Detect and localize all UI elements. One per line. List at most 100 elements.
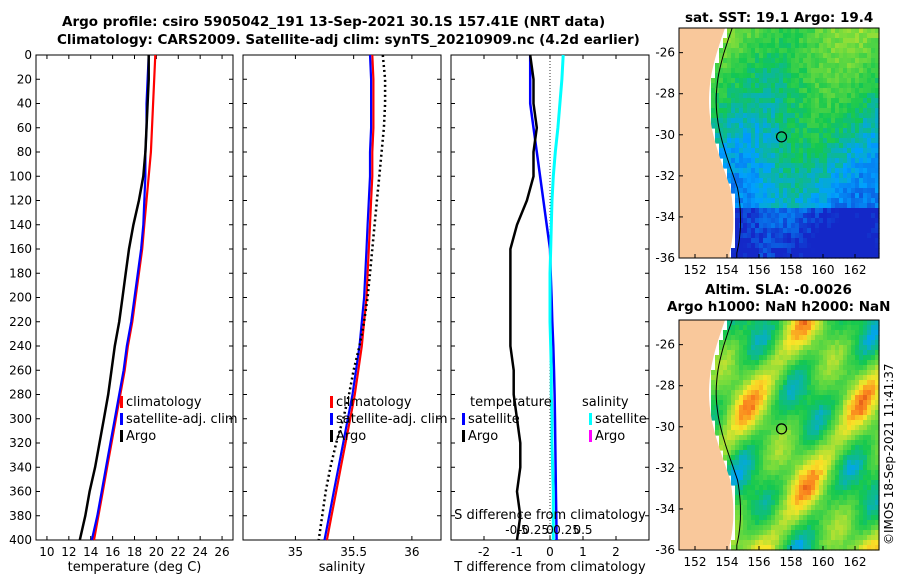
- sla_map-cell: [823, 340, 828, 346]
- difference-xlabel: T difference from climatology: [453, 560, 646, 575]
- sst_map-cell: [739, 73, 744, 79]
- sst_map-cell: [763, 103, 768, 109]
- sst_map-cell: [739, 208, 744, 214]
- sst_map-cell: [787, 208, 792, 214]
- temperature-xtick-label: 10: [39, 545, 54, 559]
- sla_map-cell: [779, 525, 784, 531]
- sst_map-cell: [831, 203, 836, 209]
- sst_map-cell: [831, 93, 836, 99]
- sla_map-cell: [855, 470, 860, 476]
- sst_map-cell: [823, 53, 828, 59]
- sst_map-cell: [767, 103, 772, 109]
- sla_map-cell: [735, 335, 740, 341]
- sla_map-cell: [815, 510, 820, 516]
- sst_map-cell: [763, 73, 768, 79]
- sla_map-cell: [859, 340, 864, 346]
- sst_map-cell: [735, 163, 740, 169]
- sla_map-cell: [803, 410, 808, 416]
- sla_map-cell: [863, 340, 868, 346]
- sst_map-cell: [799, 243, 804, 249]
- sst_map-cell: [763, 108, 768, 114]
- sla_map-cell: [711, 370, 716, 376]
- sst_map-cell: [755, 153, 760, 159]
- sla_map-cell: [851, 540, 856, 546]
- sla_map-cell: [847, 340, 852, 346]
- sst_map-cell: [867, 53, 872, 59]
- sst_map-cell: [791, 98, 796, 104]
- sla_map-cell: [831, 475, 836, 481]
- sla_map-cell: [719, 440, 724, 446]
- sst_map-cell: [863, 243, 868, 249]
- sla_map-cell: [779, 455, 784, 461]
- sst_map-cell: [783, 218, 788, 224]
- sst_map-cell: [719, 153, 724, 159]
- sla_map-cell: [763, 540, 768, 546]
- sst_map-cell: [763, 153, 768, 159]
- sst_map-cell: [799, 143, 804, 149]
- sla_map-cell: [731, 390, 736, 396]
- sst_map-cell: [795, 223, 800, 229]
- sla_map-cell: [835, 340, 840, 346]
- sla_map-cell: [867, 480, 872, 486]
- sst_map-cell: [739, 213, 744, 219]
- sla_map-cell: [823, 335, 828, 341]
- sst_map-cell: [767, 183, 772, 189]
- sst_map-cell: [855, 28, 860, 34]
- sla_map-cell: [859, 365, 864, 371]
- sla_map-cell: [735, 410, 740, 416]
- sst_map-cell: [755, 168, 760, 174]
- sla_map-cell: [735, 330, 740, 336]
- sla_map-cell: [835, 370, 840, 376]
- sla_map-cell: [791, 535, 796, 541]
- sla_map-cell: [843, 510, 848, 516]
- sla_map-cell: [871, 525, 876, 531]
- sst_map-cell: [759, 128, 764, 134]
- sst_map-cell: [803, 213, 808, 219]
- sst_map-cell: [803, 193, 808, 199]
- sla_map-cell: [827, 445, 832, 451]
- sst_map-cell: [819, 168, 824, 174]
- sst_map-cell: [759, 103, 764, 109]
- sla_map-cell: [811, 510, 816, 516]
- sst_map-cell: [863, 238, 868, 244]
- sst_map-cell: [755, 43, 760, 49]
- sla_map-cell: [839, 525, 844, 531]
- sla_map-cell: [747, 515, 752, 521]
- sst_map-cell: [839, 108, 844, 114]
- sst_map-cell: [867, 93, 872, 99]
- sst_map-cell: [763, 218, 768, 224]
- sst_map-cell: [835, 218, 840, 224]
- sla_map-shelf-contour: [715, 319, 741, 550]
- sst_map-cell: [783, 238, 788, 244]
- sst_map-cell: [791, 223, 796, 229]
- sst_map-cell: [755, 133, 760, 139]
- sst_map-cell: [727, 153, 732, 159]
- sst_map-cell: [815, 178, 820, 184]
- sla_map-cell: [819, 430, 824, 436]
- sla_map-cell: [727, 345, 732, 351]
- sla_map-cell: [755, 535, 760, 541]
- sst_map-cell: [735, 133, 740, 139]
- sla_map-cell: [847, 545, 852, 551]
- sst_map-cell: [799, 218, 804, 224]
- sla_map-cell: [719, 390, 724, 396]
- sla_map-cell: [847, 330, 852, 336]
- sla_map-cell: [771, 470, 776, 476]
- sst_map-cell: [843, 158, 848, 164]
- sst_map-cell: [819, 83, 824, 89]
- sst_map-cell: [739, 163, 744, 169]
- sla_map-cell: [759, 335, 764, 341]
- sla_map-cell: [867, 400, 872, 406]
- sst_map-cell: [827, 203, 832, 209]
- sst_map-cell: [815, 193, 820, 199]
- sst_map-cell: [843, 113, 848, 119]
- sla_map-cell: [875, 515, 880, 521]
- sst_map-cell: [863, 183, 868, 189]
- sst_map-cell: [867, 148, 872, 154]
- sst_map-cell: [739, 53, 744, 59]
- sla_map-cell: [839, 470, 844, 476]
- sla_map-cell: [819, 420, 824, 426]
- sst_map-cell: [815, 153, 820, 159]
- sla_map-cell: [767, 320, 772, 326]
- sla_map-cell: [827, 495, 832, 501]
